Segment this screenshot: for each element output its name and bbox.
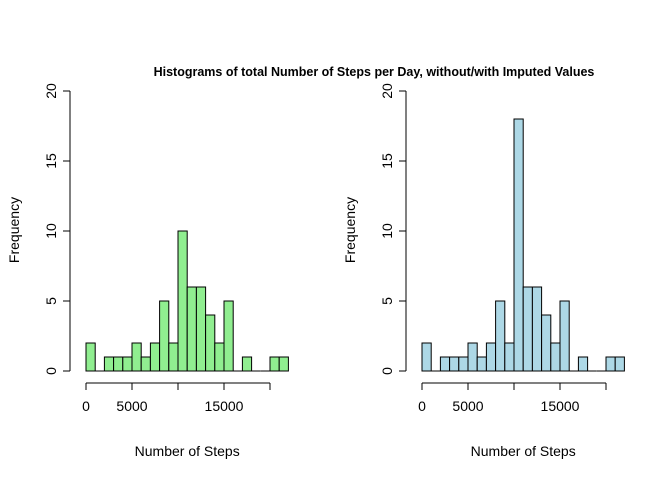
histogram-bar <box>159 300 170 372</box>
y-tick-label: 5 <box>379 297 395 305</box>
histogram-bar <box>485 342 497 372</box>
histogram-bar <box>476 356 487 372</box>
histogram-bar <box>495 300 506 372</box>
histogram-bar <box>205 314 216 372</box>
x-tick-label: 15000 <box>541 398 580 414</box>
histogram-bar <box>186 286 197 372</box>
histogram-bar <box>140 356 151 372</box>
figure-title: Histograms of total Number of Steps per … <box>154 65 595 79</box>
y-tick-label: 5 <box>43 297 59 305</box>
histogram-bar <box>522 286 533 372</box>
y-tick-label: 20 <box>379 83 395 99</box>
histogram-bar <box>531 286 543 372</box>
y-axis-label: Frequency <box>6 197 22 263</box>
x-tick-label: 0 <box>418 398 426 414</box>
histogram-bar <box>122 356 133 372</box>
histogram-bar <box>195 286 207 372</box>
x-tick-label: 15000 <box>205 398 244 414</box>
histogram-bar <box>605 356 616 372</box>
x-tick-label: 5000 <box>116 398 147 414</box>
histogram-bar <box>278 356 289 372</box>
histogram-bar <box>131 342 142 372</box>
histogram-panel-1: 0 5 10 15 20 0 5000 15000 Number of Steps Frequen… <box>6 83 289 459</box>
y-tick-label: 15 <box>43 153 59 169</box>
histogram-bar <box>103 356 115 372</box>
histogram-bar <box>559 300 570 372</box>
histogram-bar <box>449 356 460 372</box>
histogram-bar <box>113 356 124 372</box>
histogram-bar <box>541 314 552 372</box>
histogram-panel-2: 0 5 10 15 20 0 5000 15000 Number of Steps Frequen… <box>342 83 625 459</box>
histogram-bar <box>421 342 432 372</box>
histogram-bar <box>577 356 589 372</box>
y-tick-label: 10 <box>43 223 59 239</box>
y-axis-label: Frequency <box>342 197 358 263</box>
x-axis-label: Number of Steps <box>471 443 576 459</box>
histogram-bar <box>214 342 225 372</box>
histogram-bar <box>241 356 253 372</box>
x-tick-label: 5000 <box>452 398 483 414</box>
y-tick-label: 0 <box>379 367 395 375</box>
y-tick-label: 0 <box>43 367 59 375</box>
histogram-bar <box>439 356 451 372</box>
histogram-bar <box>85 342 96 372</box>
histogram-bar <box>149 342 161 372</box>
histogram-bar <box>550 342 561 372</box>
y-tick-label: 15 <box>379 153 395 169</box>
y-tick-label: 10 <box>379 223 395 239</box>
y-tick-label: 20 <box>43 83 59 99</box>
histogram-bar <box>269 356 280 372</box>
histogram-bar <box>223 300 234 372</box>
histogram-bar <box>504 342 515 372</box>
x-axis-label: Number of Steps <box>135 443 240 459</box>
histogram-bar <box>614 356 625 372</box>
histogram-bar <box>168 342 179 372</box>
histogram-bar <box>458 356 469 372</box>
histogram-bar <box>467 342 478 372</box>
histogram-bar <box>513 118 524 372</box>
x-tick-label: 0 <box>82 398 90 414</box>
histogram-bar <box>177 230 188 372</box>
